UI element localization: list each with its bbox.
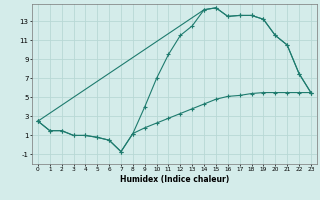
X-axis label: Humidex (Indice chaleur): Humidex (Indice chaleur) [120,175,229,184]
